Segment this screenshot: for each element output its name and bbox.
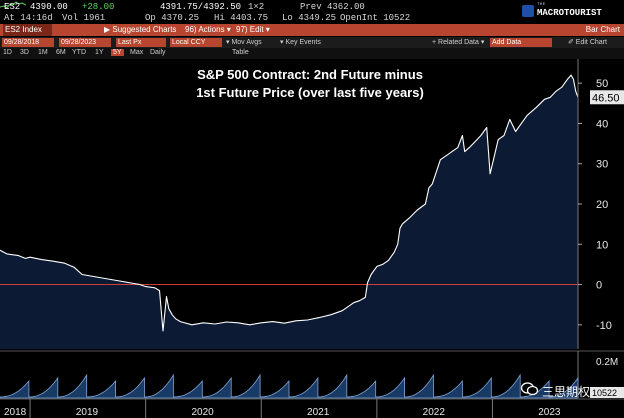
range-max[interactable]: Max bbox=[130, 49, 144, 56]
x-tick-label: 2023 bbox=[538, 407, 561, 418]
related-data-menu[interactable]: + Related Data ▾ bbox=[432, 39, 485, 46]
x-tick-label: 2018 bbox=[4, 407, 27, 418]
y-tick-label: 50 bbox=[596, 78, 608, 90]
quote-size: 1×2 bbox=[248, 2, 265, 12]
series-line bbox=[0, 74, 579, 332]
end-date-field[interactable]: 09/28/2023 bbox=[59, 38, 111, 47]
range-1y[interactable]: 1Y bbox=[95, 49, 104, 56]
key-events-toggle[interactable]: ▾ Key Events bbox=[280, 39, 321, 46]
y-tick-label: 30 bbox=[596, 159, 608, 171]
quote-prev: Prev 4362.00 bbox=[300, 2, 365, 12]
range-6m[interactable]: 6M bbox=[56, 49, 66, 56]
quote-bid-ask: 4391.75/4392.50 bbox=[160, 2, 242, 12]
price-field-select[interactable]: Last Px bbox=[116, 38, 166, 47]
y-tick-label: 40 bbox=[596, 118, 608, 130]
y-tick-label: 0 bbox=[596, 280, 602, 292]
last-value-label: 46.50 bbox=[592, 92, 620, 104]
range-ytd[interactable]: YTD bbox=[72, 49, 86, 56]
edit-chart-button[interactable]: ✐ Edit Chart bbox=[568, 39, 607, 46]
function-toolbar: ES2 Index ▶ Suggested Charts 96) Actions… bbox=[0, 24, 624, 36]
logo-mark-icon bbox=[522, 5, 534, 17]
main-plot bbox=[0, 74, 594, 349]
logo-text: MACROTOURIST bbox=[537, 8, 602, 18]
chart-subtitle: 1st Future Price (over last five years) bbox=[196, 85, 424, 100]
range-1m[interactable]: 1M bbox=[38, 49, 48, 56]
quote-open: Op 4370.25 bbox=[145, 13, 200, 23]
table-toggle[interactable]: Table bbox=[232, 49, 249, 56]
x-tick-label: 2022 bbox=[423, 407, 446, 418]
range-5y[interactable]: 5Y bbox=[111, 49, 124, 56]
volume-plot: 0.2M 10522 bbox=[0, 350, 624, 399]
suggested-charts-button[interactable]: ▶ Suggested Charts bbox=[104, 25, 177, 34]
area-fill bbox=[0, 75, 578, 349]
y-tick-label: 10 bbox=[596, 239, 608, 251]
currency-select[interactable]: Local CCY bbox=[170, 38, 222, 47]
quote-open-interest: OpenInt 10522 bbox=[340, 13, 411, 23]
logo-sub-text: THE bbox=[537, 3, 546, 7]
volume-last-badge bbox=[590, 387, 624, 398]
range-1d[interactable]: 1D bbox=[3, 49, 12, 56]
quote-bar: ES2 4390.00 +28.00 4391.75/4392.50 1×2 P… bbox=[0, 0, 624, 24]
start-date-field[interactable]: 09/28/2018 bbox=[2, 38, 54, 47]
x-axis: 2018 2019 2020 2021 2022 2023 bbox=[0, 398, 624, 418]
y-tick-label: -10 bbox=[596, 320, 612, 332]
security-field[interactable]: ES2 Index bbox=[3, 24, 52, 36]
last-value-badge bbox=[590, 90, 624, 105]
x-tick-label: 2021 bbox=[307, 407, 330, 418]
quote-time: At 14:16d bbox=[4, 13, 53, 23]
chart-controls: 09/28/2018 09/28/2023 Last Px Local CCY … bbox=[0, 37, 624, 48]
edit-menu[interactable]: 97) Edit ▾ bbox=[236, 25, 270, 34]
volume-area bbox=[0, 373, 579, 399]
watermark-text: 三思期权 bbox=[542, 385, 591, 399]
quote-ticker[interactable]: ES2 bbox=[4, 2, 21, 12]
actions-menu[interactable]: 96) Actions ▾ bbox=[185, 25, 231, 34]
range-selector: 1D 3D 1M 6M YTD 1Y 5Y Max Daily Table bbox=[0, 48, 624, 59]
volume-axis-label: 0.2M bbox=[596, 357, 618, 368]
quote-low: Lo 4349.25 bbox=[282, 13, 337, 23]
x-tick-label: 2020 bbox=[191, 407, 214, 418]
wechat-icon bbox=[521, 382, 538, 396]
y-axis: -10 0 10 20 30 40 50 46.50 bbox=[577, 59, 624, 349]
y-tick-label: 20 bbox=[596, 199, 608, 211]
add-data-input[interactable]: Add Data bbox=[490, 38, 552, 47]
volume-last-label: 10522 bbox=[592, 388, 617, 398]
quote-volume: Vol 1961 bbox=[62, 13, 106, 23]
range-3d[interactable]: 3D bbox=[20, 49, 29, 56]
frequency-select[interactable]: Daily bbox=[150, 49, 166, 56]
quote-high: Hi 4403.75 bbox=[214, 13, 269, 23]
mov-avgs-toggle[interactable]: ▾ Mov Avgs bbox=[226, 39, 262, 46]
x-tick-label: 2019 bbox=[76, 407, 99, 418]
quote-change: +28.00 bbox=[82, 2, 115, 12]
chart-type-label: Bar Chart bbox=[585, 25, 620, 34]
chart-title: S&P 500 Contract: 2nd Future minus bbox=[197, 67, 423, 82]
sparkline-icon bbox=[0, 1, 27, 9]
quote-last-price: 4390.00 bbox=[30, 2, 68, 12]
y-axis-background bbox=[578, 59, 624, 349]
